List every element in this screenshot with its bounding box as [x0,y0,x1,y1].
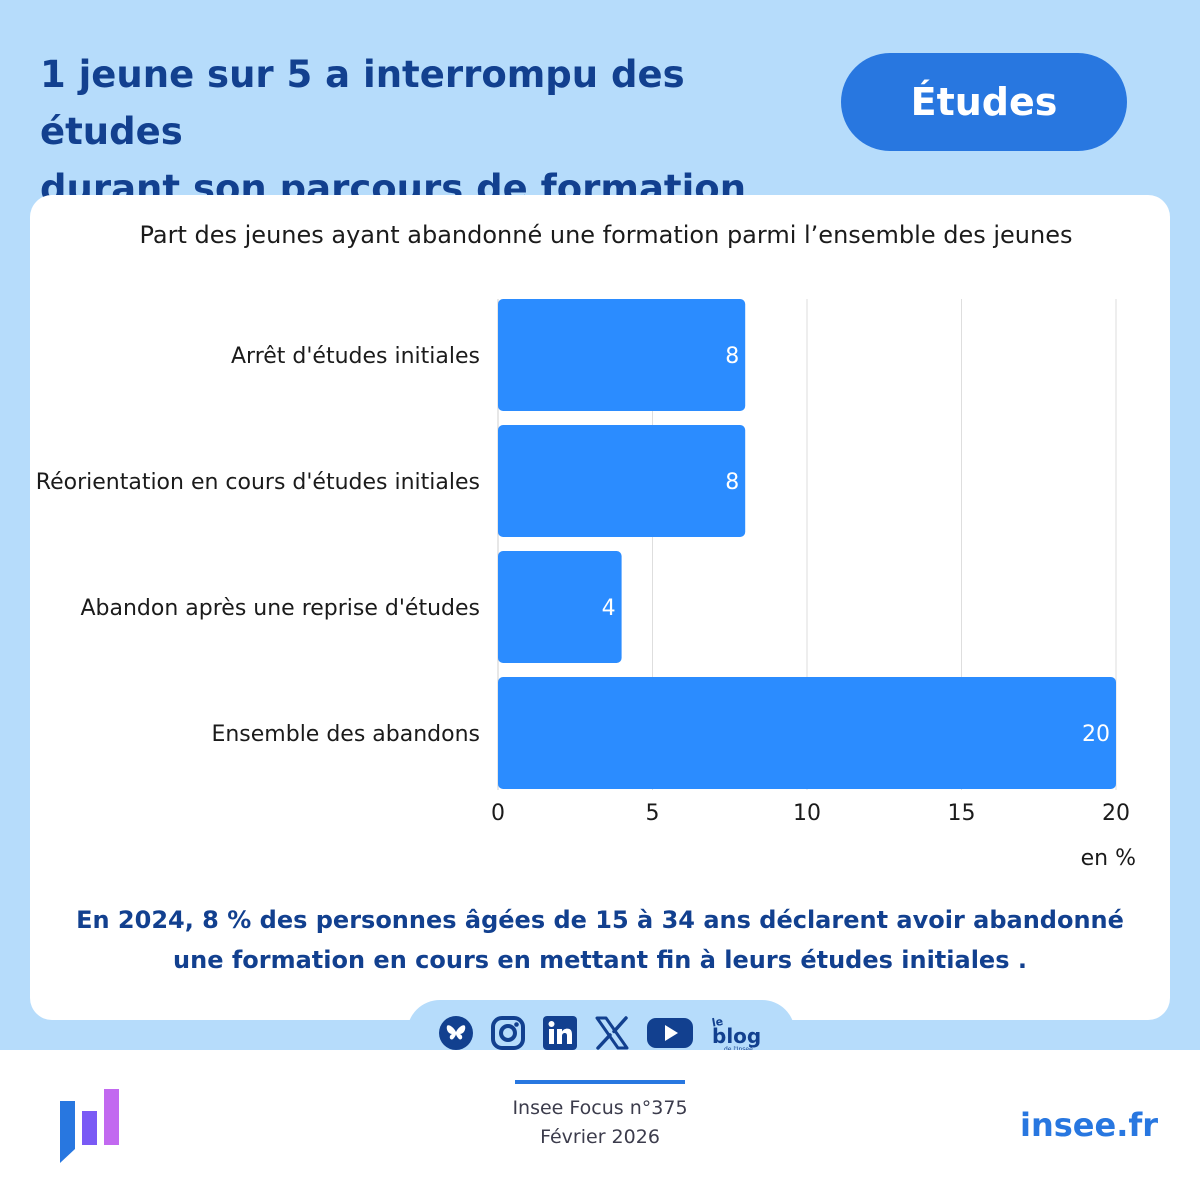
instagram-icon[interactable] [490,1015,526,1051]
bluesky-icon[interactable] [438,1015,474,1051]
x-tick-label: 20 [1102,801,1130,826]
x-axis-ticks: 0 5 10 15 20 [491,801,1130,826]
chart-caption: En 2024, 8 % des personnes âgées de 15 à… [40,900,1160,980]
bar [498,425,746,537]
x-axis-unit-label: en % [1081,846,1136,871]
publication-date: Février 2026 [540,1126,660,1148]
bars: 8 8 4 20 [498,299,1116,789]
bar-data-label: 4 [602,596,616,621]
chart-title: Part des jeunes ayant abandonné une form… [139,221,1073,249]
category-labels: Arrêt d'études initiales Réorientation en… [36,344,480,747]
topic-tag: Études [841,53,1127,151]
x-tick-label: 5 [646,801,660,826]
footer-divider [515,1080,685,1084]
blog-icon-sub: de l'Insee [724,1046,753,1053]
bar-data-label: 8 [725,470,739,495]
linkedin-icon[interactable] [542,1015,578,1051]
insee-logo-icon [60,1089,119,1163]
blog-icon-le: le [711,1015,724,1030]
category-label: Réorientation en cours d'études initiale… [36,470,480,495]
blog-icon-word: blog [712,1024,761,1048]
caption-line-1: En 2024, 8 % des personnes âgées de 15 à… [76,906,1124,934]
website-link[interactable]: insee.fr [1020,1106,1159,1144]
category-label: Arrêt d'études initiales [231,344,480,369]
category-label: Ensemble des abandons [211,722,480,747]
bar-chart: 8 8 4 20 Arrêt d'études initiales Réorientat… [36,299,1136,871]
x-tick-label: 10 [793,801,821,826]
bar-data-label: 20 [1082,722,1110,747]
x-tick-label: 15 [948,801,976,826]
category-label: Abandon après une reprise d'études [80,596,480,621]
footer-publication: Insee Focus n°375 Février 2026 [400,1094,800,1152]
x-icon[interactable] [594,1015,630,1051]
page-title-line-1: 1 jeune sur 5 a interrompu des études [40,53,685,153]
youtube-icon[interactable] [646,1015,694,1051]
bar [498,551,622,663]
x-tick-label: 0 [491,801,505,826]
publication-name: Insee Focus n°375 [512,1097,688,1119]
blog-icon[interactable]: le blog de l'Insee [710,1015,764,1053]
bar-data-label: 8 [725,344,739,369]
footer: Insee Focus n°375 Février 2026 insee.fr [0,1050,1200,1200]
bar [498,677,1116,789]
bar [498,299,746,411]
caption-line-2: une formation en cours en mettant fin à … [173,946,1027,974]
